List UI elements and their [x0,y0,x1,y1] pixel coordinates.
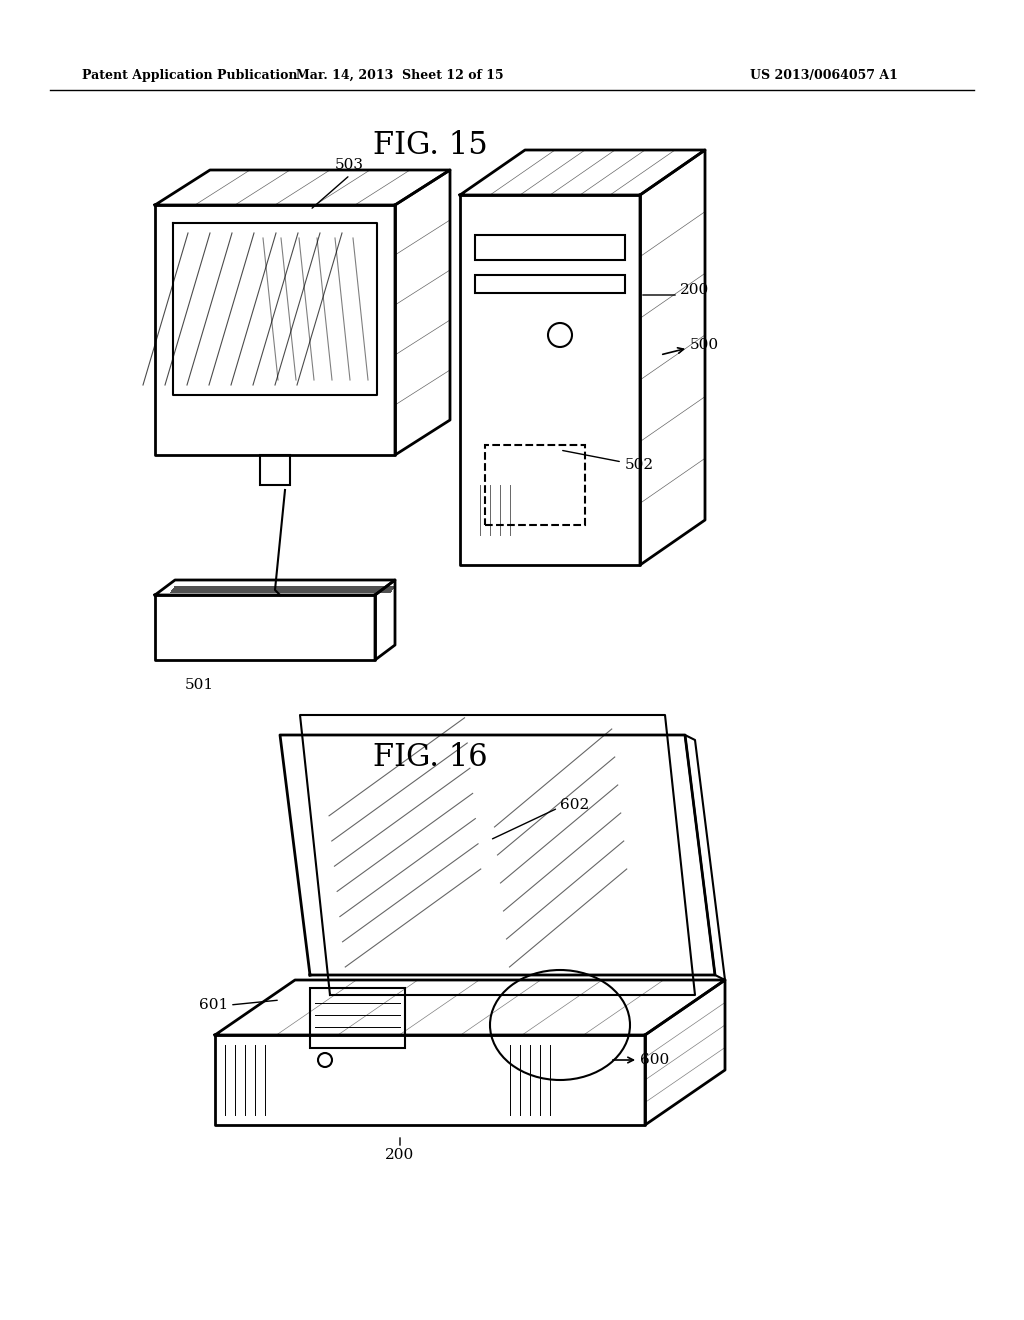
Text: 502: 502 [625,458,654,473]
Text: 500: 500 [690,338,719,352]
Text: Mar. 14, 2013  Sheet 12 of 15: Mar. 14, 2013 Sheet 12 of 15 [296,69,504,82]
Text: US 2013/0064057 A1: US 2013/0064057 A1 [750,69,898,82]
Bar [485,445,585,525]
Bar [310,987,406,1048]
Text: 501: 501 [185,678,214,692]
Text: 600: 600 [640,1053,670,1067]
Ellipse shape [490,970,630,1080]
Text: Patent Application Publication: Patent Application Publication [82,69,298,82]
Text: 200: 200 [680,282,710,297]
Text: FIG. 16: FIG. 16 [373,742,487,774]
Bar [475,235,625,260]
Bar [475,275,625,293]
Bar [260,455,290,484]
Text: 503: 503 [335,158,364,172]
Text: 602: 602 [560,799,589,812]
Text: 200: 200 [385,1148,415,1162]
Text: 601: 601 [199,998,228,1012]
Text: FIG. 15: FIG. 15 [373,129,487,161]
